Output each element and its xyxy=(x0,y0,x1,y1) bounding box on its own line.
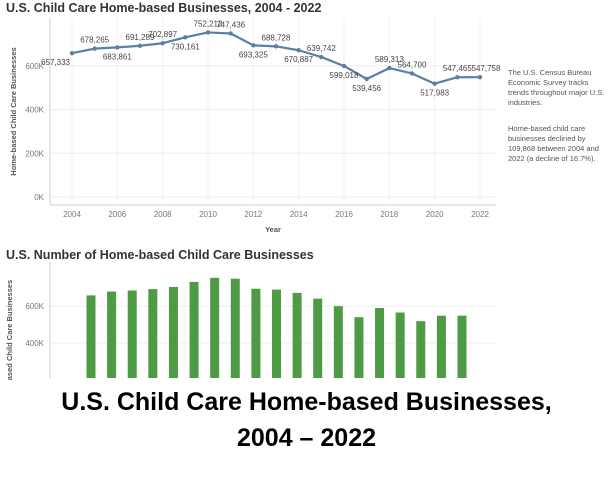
y-tick-label: 400K xyxy=(25,106,44,115)
bar xyxy=(189,281,199,378)
bar xyxy=(416,321,426,378)
data-label: 547,758 xyxy=(472,64,501,73)
x-tick-label: 2016 xyxy=(335,210,353,219)
data-label: 599,018 xyxy=(330,71,359,80)
y-tick-label: 200K xyxy=(25,149,44,158)
data-point xyxy=(387,65,392,71)
figure-caption: U.S. Child Care Home-based Businesses, 2… xyxy=(0,384,613,456)
x-tick-label: 2008 xyxy=(154,210,172,219)
data-label: 517,983 xyxy=(420,89,449,98)
data-point xyxy=(477,74,483,80)
data-label: 678,265 xyxy=(80,36,109,45)
caption-line-2: 2004 – 2022 xyxy=(236,424,377,452)
data-label: 670,887 xyxy=(284,55,313,64)
data-label: 547,465 xyxy=(443,64,472,73)
data-point xyxy=(183,35,188,40)
data-label: 639,742 xyxy=(307,44,336,53)
x-tick-label: 2014 xyxy=(290,210,308,219)
y-tick-label: 600K xyxy=(25,62,44,71)
x-tick-label: 2010 xyxy=(199,210,217,219)
data-point xyxy=(432,81,437,86)
annotation-text-1: The U.S. Census Bureau Economic Survey t… xyxy=(508,68,605,107)
data-label: 657,333 xyxy=(41,58,70,67)
line-chart-title: U.S. Child Care Home-based Businesses, 2… xyxy=(6,1,322,15)
bar xyxy=(354,317,364,378)
bar xyxy=(395,312,405,378)
bar xyxy=(436,315,446,378)
data-point xyxy=(364,76,369,82)
data-label: 691,289 xyxy=(126,33,155,42)
bar xyxy=(230,278,240,378)
data-label: 589,313 xyxy=(375,55,404,64)
x-tick-label: 2018 xyxy=(380,210,398,219)
bar xyxy=(127,290,137,378)
bar xyxy=(107,291,117,378)
bar xyxy=(210,277,220,378)
bar xyxy=(333,306,343,378)
bar-y-axis-title: ased Child Care Businesses xyxy=(5,280,14,380)
x-tick-label: 2004 xyxy=(63,210,81,219)
data-point xyxy=(69,51,75,56)
bar xyxy=(168,286,178,378)
data-point xyxy=(115,45,120,50)
x-tick-label: 2020 xyxy=(426,210,444,219)
data-point xyxy=(273,44,279,49)
bar xyxy=(272,289,281,378)
data-point xyxy=(160,41,165,46)
x-tick-label: 2006 xyxy=(108,210,126,219)
bar-y-tick-label: 600K xyxy=(25,302,44,311)
x-axis-title: Year xyxy=(265,225,281,234)
data-label: 683,861 xyxy=(103,52,132,61)
data-label: 730,161 xyxy=(171,42,200,51)
annotation-text-2: Home-based child care businesses decline… xyxy=(508,124,599,163)
data-label: 702,897 xyxy=(148,30,177,39)
bar-y-tick-label: 400K xyxy=(25,339,44,348)
y-axis-title: Home-based Child Care Businesses xyxy=(9,47,18,175)
data-point xyxy=(251,43,256,48)
data-point xyxy=(341,63,347,69)
data-label: 564,700 xyxy=(398,60,427,69)
data-point xyxy=(205,30,211,35)
bar xyxy=(375,307,385,378)
bar xyxy=(86,295,96,378)
data-point xyxy=(137,43,143,48)
data-point xyxy=(92,46,97,51)
data-point xyxy=(319,54,324,60)
y-tick-label: 0K xyxy=(34,193,44,202)
data-point xyxy=(455,75,460,80)
bar xyxy=(313,298,323,378)
bar-chart: 400K 600K ased Child Care Businesses xyxy=(5,262,496,380)
bar xyxy=(457,315,467,378)
bar xyxy=(148,289,158,378)
data-point xyxy=(228,31,233,36)
bar-chart-title: U.S. Number of Home-based Child Care Bus… xyxy=(6,248,314,262)
x-tick-label: 2012 xyxy=(244,210,262,219)
x-tick-label: 2022 xyxy=(471,210,489,219)
data-point xyxy=(296,48,301,53)
bar xyxy=(251,288,261,378)
line-chart: 0K 200K 400K 600K 2004 2006 2008 2010 2012 2014 20… xyxy=(9,18,501,234)
data-label: 688,728 xyxy=(262,33,291,42)
data-label: 747,436 xyxy=(216,20,245,29)
data-label: 752,212 xyxy=(194,19,223,28)
data-point xyxy=(409,71,415,76)
caption-line-1: U.S. Child Care Home-based Businesses, xyxy=(61,388,552,416)
data-label: 693,325 xyxy=(239,50,268,59)
bar xyxy=(292,292,302,378)
data-label: 539,456 xyxy=(352,84,381,93)
